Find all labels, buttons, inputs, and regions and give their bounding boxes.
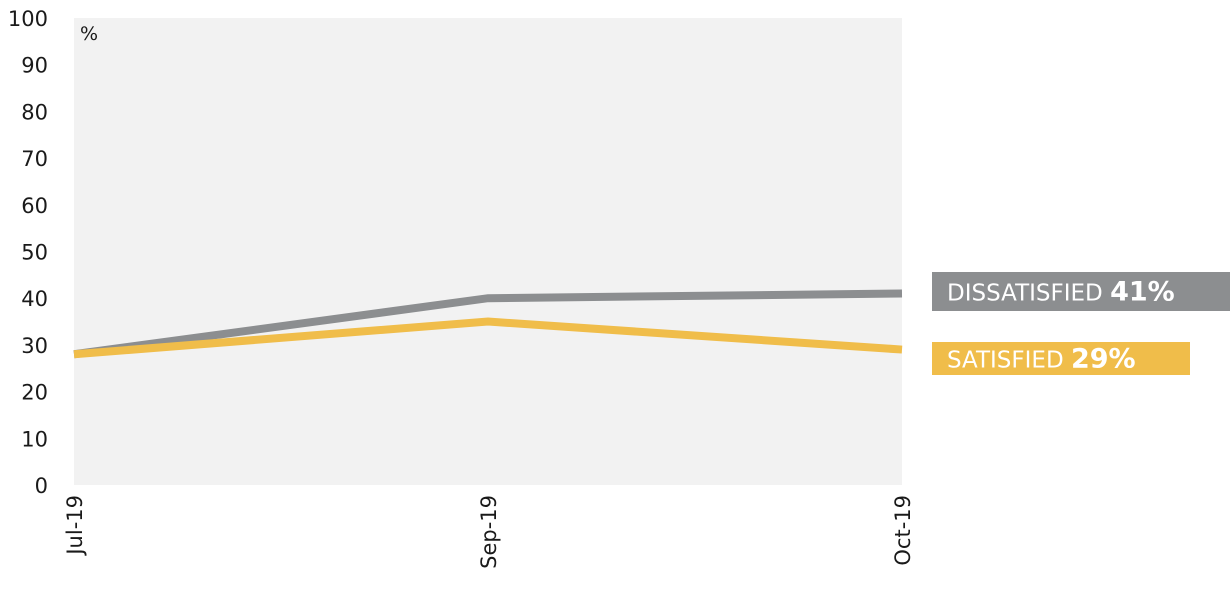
x-tick-label: Jul-19: [63, 495, 87, 557]
series-line-satisfied: [73, 317, 903, 359]
x-tick-label: Oct-19: [891, 495, 915, 566]
y-tick-label: 80: [21, 100, 48, 124]
y-tick-label: 70: [21, 147, 48, 171]
legend-swatch: [932, 342, 1190, 375]
legend-series-name: DISSATISFIED: [947, 281, 1110, 307]
legend-swatch: [932, 272, 1230, 311]
y-tick-label: 60: [21, 194, 48, 218]
series-lines: [73, 289, 903, 359]
series-line-dissatisfied: [73, 289, 903, 359]
y-tick-label: 50: [21, 241, 48, 265]
legend-label: DISSATISFIED 41%: [947, 277, 1175, 308]
x-tick-label: Sep-19: [477, 495, 501, 569]
plot-area: [74, 18, 902, 485]
legend-item-satisfied: SATISFIED 29%: [932, 342, 1190, 375]
y-tick-label: 30: [21, 334, 48, 358]
legend-series-name: SATISFIED: [947, 348, 1071, 374]
x-axis: Jul-19 Sep-19 Oct-19: [63, 495, 915, 569]
y-axis: 0 10 20 30 40 50 60 70 80 90 100: [8, 7, 48, 498]
y-tick-label: 100: [8, 7, 48, 31]
y-tick-label: 90: [21, 54, 48, 78]
y-unit-label: %: [80, 23, 98, 45]
legend-series-value: 29%: [1071, 344, 1136, 375]
y-tick-label: 0: [35, 474, 48, 498]
y-tick-label: 10: [21, 427, 48, 451]
legend-label: SATISFIED 29%: [947, 344, 1136, 375]
legend: DISSATISFIED 41% SATISFIED 29%: [932, 272, 1230, 375]
y-tick-label: 20: [21, 381, 48, 405]
legend-series-value: 41%: [1110, 277, 1175, 308]
y-tick-label: 40: [21, 287, 48, 311]
legend-item-dissatisfied: DISSATISFIED 41%: [932, 272, 1230, 311]
